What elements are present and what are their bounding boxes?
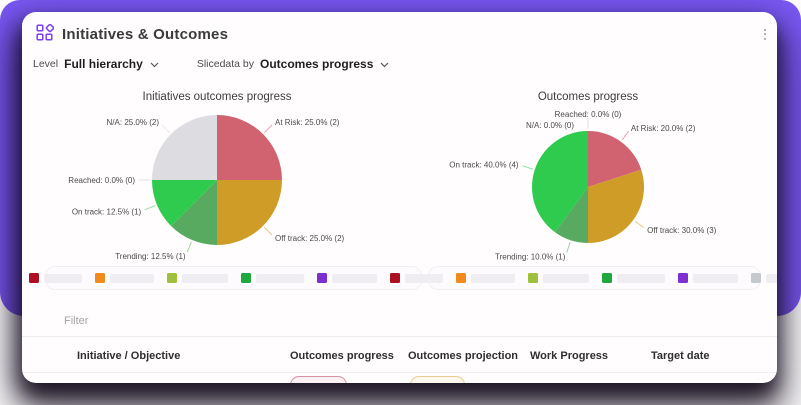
pie-slice-on-track[interactable] (152, 180, 217, 226)
legend-label-blurred (542, 273, 589, 283)
pie-label-n-a: N/A: 0.0% (0) (526, 121, 574, 130)
legend-item[interactable] (601, 273, 665, 283)
legend-label-blurred (109, 273, 154, 283)
table-header-row: Initiative / Objective Outcomes progress… (22, 350, 777, 370)
legend-item[interactable] (28, 273, 82, 283)
legend-swatch (389, 273, 400, 283)
pie-label-off-track: Off track: 25.0% (2) (275, 234, 345, 243)
pie-label-at-risk: At Risk: 20.0% (2) (631, 124, 696, 133)
legend-swatch (240, 273, 251, 283)
legend-item[interactable] (166, 273, 228, 283)
slice-by-dropdown[interactable]: Outcomes progress (260, 57, 374, 71)
legend-swatch (455, 273, 466, 283)
pie-label-off-track: Off track: 30.0% (3) (647, 226, 717, 235)
chevron-down-icon[interactable] (380, 62, 389, 68)
divider (22, 372, 777, 373)
pie-label-trending: Trending: 10.0% (1) (495, 252, 566, 261)
legend-strip-outcomes (389, 266, 777, 290)
legend-label-blurred (616, 273, 665, 283)
legend-item[interactable] (750, 273, 777, 283)
legend-item[interactable] (677, 273, 738, 283)
legend-swatch (166, 273, 177, 283)
status-pill-outcomes-projection[interactable] (410, 376, 465, 383)
column-target-date[interactable]: Target date (651, 350, 710, 362)
legend-label-blurred (43, 273, 82, 283)
legend-item[interactable] (527, 273, 589, 283)
initiatives-pie-chart: Initiatives outcomes progress At Risk: 25… (42, 84, 392, 276)
chart-title: Outcomes progress (538, 91, 639, 103)
legend-strip-initiatives (28, 266, 439, 290)
legend-item[interactable] (94, 273, 154, 283)
kebab-menu-icon[interactable] (758, 25, 772, 43)
legend-swatch (28, 273, 39, 283)
legend-swatch (677, 273, 688, 283)
column-initiative-objective[interactable]: Initiative / Objective (77, 350, 181, 362)
legend-label-blurred (255, 273, 304, 283)
legend-label-blurred (470, 273, 515, 283)
pie-slice-on-track[interactable] (532, 131, 588, 233)
legend-item[interactable] (389, 273, 443, 283)
pie-svg-left: Initiatives outcomes progress At Risk: 25… (68, 91, 345, 261)
pie-label-line (522, 165, 533, 170)
initiatives-grid-icon (36, 24, 54, 41)
level-label: Level (33, 58, 59, 70)
chevron-down-icon[interactable] (150, 62, 159, 68)
pie-label-line (186, 241, 192, 253)
pie-label-n-a: N/A: 25.0% (2) (107, 118, 160, 127)
divider (22, 336, 777, 337)
pie-svg-right: Outcomes progress At Risk: 20.0% (2) Off t… (449, 91, 717, 261)
legend-swatch (750, 273, 761, 283)
pie-label-line (264, 227, 273, 236)
pie-slice-off-track[interactable] (217, 180, 282, 245)
pie-label-line (621, 130, 630, 141)
pie-slice-trending[interactable] (555, 187, 588, 243)
column-work-progress[interactable]: Work Progress (530, 350, 609, 362)
pie-slice-n-a[interactable] (152, 115, 217, 180)
pie-label-line (264, 124, 273, 133)
status-pill-outcomes-progress[interactable] (290, 376, 347, 383)
legend-label-blurred (765, 273, 777, 283)
level-dropdown[interactable]: Full hierarchy (64, 57, 143, 71)
legend-label-blurred (692, 273, 738, 283)
legend-label-blurred (404, 273, 443, 283)
pie-label-line (144, 205, 156, 211)
pie-slice-at-risk[interactable] (217, 115, 282, 180)
chart-controls: Level Full hierarchy Slicedata by Outcom… (33, 57, 389, 71)
filter-input[interactable] (62, 314, 386, 328)
legend-item[interactable] (455, 273, 515, 283)
legend-label-blurred (181, 273, 228, 283)
pie-label-line (161, 124, 170, 133)
outcomes-pie-chart: Outcomes progress At Risk: 20.0% (2) Off t… (415, 84, 765, 276)
chart-title: Initiatives outcomes progress (143, 91, 292, 103)
slice-by-label: Slicedata by (196, 58, 255, 70)
pie-slice-at-risk[interactable] (588, 131, 642, 187)
widget-title: Initiatives & Outcomes (62, 26, 229, 43)
pie-label-at-risk: At Risk: 25.0% (2) (275, 118, 340, 127)
pie-slice-trending[interactable] (171, 180, 217, 245)
pie-label-on-track: On track: 12.5% (1) (72, 207, 142, 216)
pie-label-on-track: On track: 40.0% (4) (449, 160, 519, 169)
legend-item[interactable] (240, 273, 304, 283)
pie-slice-off-track[interactable] (588, 169, 644, 243)
legend-swatch (601, 273, 612, 283)
pie-label-reached: Reached: 0.0% (0) (555, 110, 622, 119)
pie-label-line (566, 242, 571, 253)
pie-label-trending: Trending: 12.5% (1) (115, 252, 186, 261)
initiatives-outcomes-widget: Initiatives & Outcomes Level Full hierar… (22, 12, 777, 383)
legend-label-blurred (331, 273, 377, 283)
pie-label-line (634, 220, 645, 229)
column-outcomes-projection[interactable]: Outcomes projection (408, 350, 519, 362)
legend-swatch (527, 273, 538, 283)
pie-label-reached: Reached: 0.0% (0) (68, 176, 135, 185)
legend-item[interactable] (316, 273, 377, 283)
legend-swatch (316, 273, 327, 283)
column-outcomes-progress[interactable]: Outcomes progress (290, 350, 394, 362)
legend-swatch (94, 273, 105, 283)
